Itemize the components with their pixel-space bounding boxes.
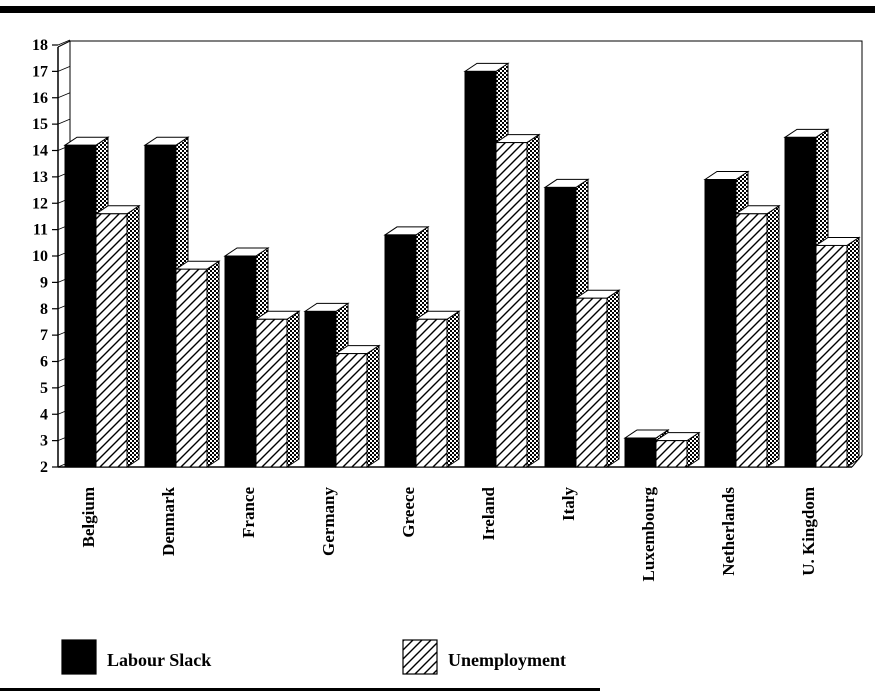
bar-unemployment-germany-front: [335, 353, 368, 468]
bar-unemployment-ireland-side: [526, 133, 540, 468]
legend: Labour Slack Unemployment: [61, 639, 566, 675]
x-tick-label-germany: Germany: [319, 487, 338, 556]
bar-labour-slack-denmark-front: [144, 144, 177, 468]
y-tick-depth: [57, 39, 71, 46]
y-tick-label: 12: [32, 195, 48, 212]
y-tick-depth: [57, 329, 71, 336]
bar-labour-slack-luxembourg-front: [624, 437, 657, 468]
bar-unemployment-italy-front: [575, 297, 608, 468]
y-tick-label: 3: [40, 433, 48, 450]
bar-labour-slack-netherlands-front: [704, 179, 737, 468]
legend-label-unemployment: Unemployment: [448, 650, 566, 670]
y-tick-label: 11: [33, 222, 48, 239]
bar-unemployment-ireland: [494, 133, 541, 468]
y-tick-depth: [57, 461, 71, 468]
bar-unemployment-belgium: [94, 204, 141, 468]
bar-labour-slack-ireland-front: [464, 70, 497, 468]
y-tick-depth: [57, 197, 71, 204]
y-tick-depth: [57, 145, 71, 151]
legend-swatch-labour-slack: [61, 639, 97, 675]
y-tick-label: 10: [32, 248, 48, 265]
bar-unemployment-italy-side: [606, 289, 620, 468]
y-tick-depth: [57, 356, 71, 362]
y-tick-depth: [57, 303, 71, 310]
bar-unemployment-greece-front: [415, 318, 448, 468]
y-tick-depth: [57, 224, 71, 230]
bar-unemployment-france-side: [286, 310, 300, 468]
bar-unemployment-denmark-side: [206, 260, 220, 468]
bar-unemployment-u-kingdom: [814, 236, 861, 468]
x-tick-label-france: France: [239, 487, 258, 538]
x-tick-label-belgium: Belgium: [79, 487, 98, 547]
y-tick-depth: [57, 171, 71, 178]
x-tick-label-denmark: Denmark: [159, 486, 178, 555]
bar-unemployment-netherlands-side: [766, 204, 780, 468]
bar-unemployment-denmark-front: [175, 268, 208, 468]
bar-unemployment-belgium-side: [126, 204, 140, 468]
y-tick-label: 18: [32, 37, 48, 54]
y-tick-label: 2: [40, 459, 48, 476]
bar-unemployment-u-kingdom-front: [815, 244, 848, 468]
y-tick-label: 4: [40, 406, 48, 423]
bar-labour-slack-italy-front: [544, 186, 577, 468]
y-tick-label: 14: [32, 143, 48, 160]
y-tick-label: 16: [32, 90, 48, 107]
y-tick-depth: [57, 435, 71, 441]
bar-labour-slack-france-front: [224, 255, 257, 468]
top-rule: [0, 6, 875, 13]
y-tick-depth: [57, 66, 71, 72]
bar-unemployment-france: [254, 310, 301, 468]
y-axis-depth: [57, 40, 71, 48]
y-tick-depth: [57, 250, 71, 257]
bar-unemployment-denmark: [174, 260, 221, 468]
bar-unemployment-u-kingdom-side: [846, 236, 860, 468]
x-tick-label-italy: Italy: [559, 487, 578, 522]
y-tick-depth: [57, 382, 71, 389]
y-tick-depth: [57, 408, 71, 415]
bottom-rule: [0, 688, 600, 691]
bar-labour-slack-greece-front: [384, 234, 417, 468]
y-tick-label: 7: [40, 327, 48, 344]
bar-unemployment-greece-side: [446, 310, 460, 468]
x-tick-label-u-kingdom: U. Kingdom: [799, 487, 818, 576]
x-tick-label-ireland: Ireland: [479, 486, 498, 540]
y-tick-label: 9: [40, 274, 48, 291]
y-tick-label: 17: [32, 63, 48, 80]
y-tick-depth: [57, 277, 71, 283]
bar-unemployment-netherlands: [734, 204, 781, 468]
y-tick-label: 13: [32, 169, 48, 186]
bar-labour-slack-u-kingdom-front: [784, 136, 817, 468]
bar-unemployment-luxembourg-front: [655, 440, 688, 468]
bar-unemployment-france-front: [255, 318, 288, 468]
bar-unemployment-luxembourg: [654, 431, 701, 468]
bar-unemployment-ireland-front: [495, 142, 528, 468]
bar-unemployment-belgium-front: [95, 213, 128, 468]
y-tick-depth: [57, 92, 71, 99]
y-tick-label: 6: [40, 354, 48, 371]
bar-unemployment-greece: [414, 310, 461, 468]
bar-unemployment-germany-side: [366, 344, 380, 468]
x-tick-label-luxembourg: Luxembourg: [639, 487, 658, 582]
y-tick-label: 5: [40, 380, 48, 397]
x-tick-label-greece: Greece: [399, 487, 418, 538]
bar-unemployment-germany: [334, 344, 381, 468]
bar-labour-slack-belgium-front: [64, 144, 97, 468]
bar-unemployment-italy: [574, 289, 621, 468]
legend-swatch-unemployment: [402, 639, 438, 675]
floor-edge: [851, 454, 863, 468]
x-tick-label-netherlands: Netherlands: [719, 487, 738, 576]
y-tick-label: 15: [32, 116, 48, 133]
bar-labour-slack-germany-front: [304, 310, 337, 468]
y-tick-depth: [57, 118, 71, 125]
y-tick-label: 8: [40, 301, 48, 318]
legend-label-labour-slack: Labour Slack: [107, 650, 211, 670]
bar-unemployment-netherlands-front: [735, 213, 768, 468]
